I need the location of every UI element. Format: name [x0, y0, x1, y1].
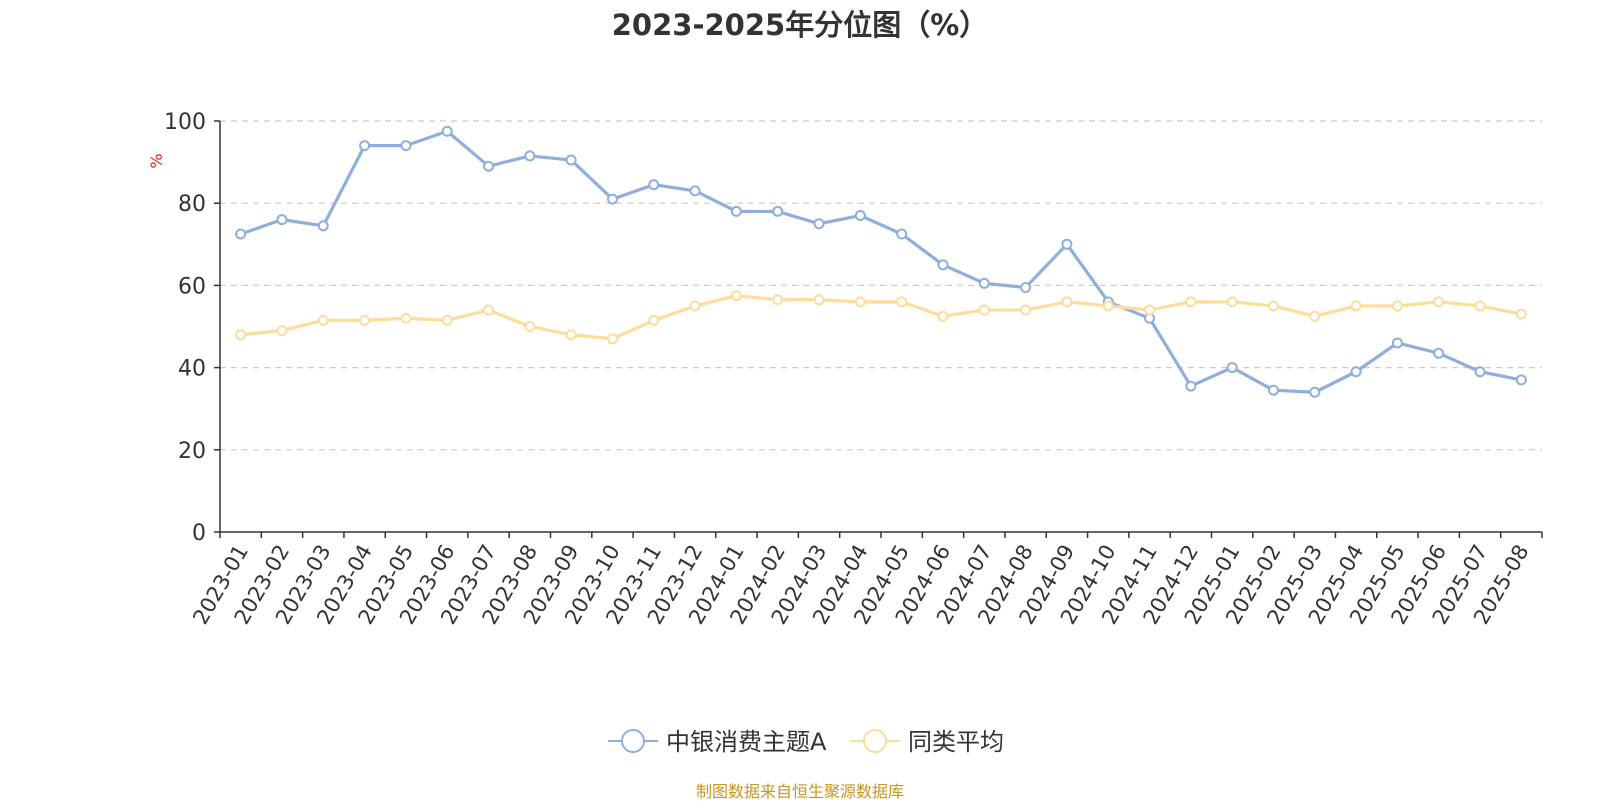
data-point[interactable]	[813, 218, 825, 230]
y-tick-label: 80	[178, 192, 206, 217]
data-point[interactable]	[1144, 304, 1156, 316]
data-point[interactable]	[1226, 362, 1238, 374]
series-line-1	[240, 129, 1522, 394]
data-point[interactable]	[854, 296, 866, 308]
y-tick-label: 60	[178, 274, 206, 299]
data-point[interactable]	[854, 210, 866, 222]
data-point[interactable]	[978, 277, 990, 289]
data-point[interactable]	[565, 329, 577, 341]
data-point[interactable]	[1391, 300, 1403, 312]
data-point[interactable]	[1061, 296, 1073, 308]
data-point[interactable]	[1515, 374, 1527, 386]
data-point[interactable]	[937, 259, 949, 271]
data-point[interactable]	[483, 304, 495, 316]
data-point[interactable]	[1350, 366, 1362, 378]
data-point[interactable]	[235, 329, 247, 341]
data-point[interactable]	[441, 125, 453, 137]
data-point[interactable]	[565, 154, 577, 166]
data-point[interactable]	[648, 179, 660, 191]
data-point[interactable]	[441, 314, 453, 326]
legend-label-2[interactable]: 同类平均	[908, 728, 1004, 756]
y-tick-label: 0	[192, 521, 206, 546]
data-point[interactable]	[1433, 296, 1445, 308]
data-point[interactable]	[1226, 296, 1238, 308]
legend-marker-2[interactable]	[863, 729, 887, 753]
data-point[interactable]	[689, 300, 701, 312]
data-point[interactable]	[1391, 337, 1403, 349]
data-point[interactable]	[896, 296, 908, 308]
y-axis-label: %	[147, 153, 166, 168]
data-point[interactable]	[689, 185, 701, 197]
legend-marker-1[interactable]	[621, 729, 645, 753]
data-point[interactable]	[524, 150, 536, 162]
data-point[interactable]	[606, 193, 618, 205]
legend-label-1[interactable]: 中银消费主题A	[666, 728, 827, 756]
data-point[interactable]	[483, 160, 495, 172]
data-point[interactable]	[813, 294, 825, 306]
data-point[interactable]	[1515, 308, 1527, 320]
data-source-note: 制图数据来自恒生聚源数据库	[695, 782, 904, 801]
data-point[interactable]	[1020, 281, 1032, 293]
data-point[interactable]	[606, 333, 618, 345]
data-point[interactable]	[772, 205, 784, 217]
data-point[interactable]	[1020, 304, 1032, 316]
data-point[interactable]	[524, 321, 536, 332]
data-point[interactable]	[648, 314, 660, 326]
y-tick-label: 100	[164, 110, 206, 135]
data-point[interactable]	[1309, 310, 1321, 322]
data-point[interactable]	[937, 310, 949, 322]
data-point[interactable]	[276, 214, 288, 226]
data-point[interactable]	[1267, 300, 1279, 312]
y-tick-label: 40	[178, 357, 206, 382]
data-point[interactable]	[1474, 300, 1486, 312]
data-point[interactable]	[1350, 300, 1362, 312]
data-point[interactable]	[978, 304, 990, 316]
data-point[interactable]	[1185, 380, 1197, 392]
data-point[interactable]	[1267, 384, 1279, 396]
data-point[interactable]	[1185, 296, 1197, 308]
data-point[interactable]	[730, 290, 742, 302]
y-tick-label: 20	[178, 439, 206, 464]
data-point[interactable]	[400, 312, 412, 324]
chart-title: 2023-2025年分位图（%）	[611, 8, 989, 42]
data-point[interactable]	[400, 140, 412, 152]
data-point[interactable]	[1474, 366, 1486, 378]
data-point[interactable]	[896, 228, 908, 240]
data-point[interactable]	[730, 205, 742, 217]
data-point[interactable]	[1309, 386, 1321, 398]
data-point[interactable]	[1061, 238, 1073, 250]
data-point[interactable]	[359, 314, 371, 326]
data-point[interactable]	[772, 294, 784, 306]
data-point[interactable]	[317, 314, 329, 326]
series-line-2	[240, 294, 1522, 341]
data-point[interactable]	[235, 228, 247, 240]
data-point[interactable]	[359, 140, 371, 152]
data-point[interactable]	[317, 220, 329, 232]
data-point[interactable]	[276, 325, 288, 337]
data-point[interactable]	[1433, 347, 1445, 359]
data-point[interactable]	[1102, 300, 1114, 312]
